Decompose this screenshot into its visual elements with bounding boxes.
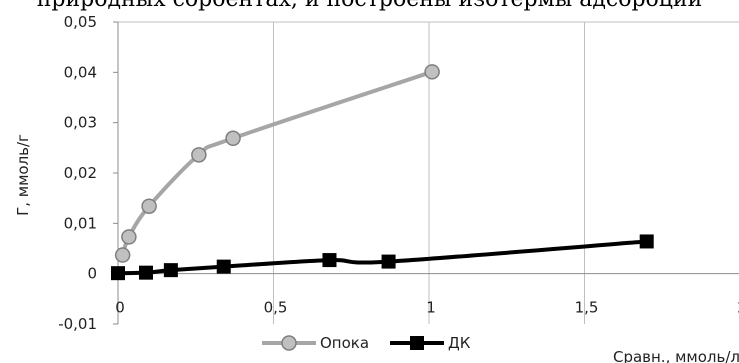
data-point-0-1	[121, 229, 137, 245]
legend: Опока ДК	[262, 334, 471, 352]
legend-marker-1	[410, 336, 424, 350]
x-tick-labels: 0 0,5 1 1,5 2	[115, 299, 739, 317]
x-tick-label-0: 0	[115, 299, 125, 317]
data-point-0-4	[225, 130, 241, 147]
data-point-1-4	[322, 253, 337, 268]
legend-entry-0: Опока	[262, 334, 369, 352]
y-axis-title: Г, ммоль/г	[14, 134, 32, 216]
legend-entry-1: ДК	[390, 334, 471, 352]
y-tick-label-0: -0,01	[58, 315, 97, 333]
header-text: природных сорбентах, и построены изотерм…	[0, 0, 739, 12]
y-tick-labels: -0,01 0 0,01 0,02 0,03 0,04 0,05	[58, 13, 97, 333]
data-point-1-6	[639, 234, 654, 249]
data-point-0-5	[424, 64, 440, 80]
legend-label-0: Опока	[320, 334, 369, 352]
x-axis-title: Сравн., ммоль/л	[613, 348, 739, 363]
y-tick-label-3: 0,02	[64, 164, 97, 182]
y-tick-label-6: 0,05	[64, 13, 97, 31]
series-markers	[111, 64, 654, 281]
x-tick-label-2: 1	[426, 299, 436, 317]
data-point-1-2	[163, 263, 178, 278]
data-point-1-5	[381, 254, 396, 269]
legend-label-1: ДК	[448, 334, 471, 352]
data-point-1-1	[138, 265, 153, 280]
series-line-0	[120, 69, 433, 256]
series-lines	[117, 69, 647, 276]
data-point-0-0	[114, 247, 131, 263]
data-point-0-2	[141, 198, 157, 214]
vertical-gridlines	[113, 21, 739, 325]
x-tick-label-4: 2	[737, 299, 739, 317]
y-tick-label-4: 0,03	[64, 114, 97, 132]
data-point-1-0	[111, 266, 125, 281]
legend-marker-0	[281, 335, 297, 351]
y-tick-label-5: 0,04	[64, 63, 97, 81]
data-point-0-3	[191, 147, 207, 163]
data-point-1-3	[216, 259, 231, 274]
x-tick-label-1: 0,5	[264, 299, 288, 317]
y-tick-label-1: 0	[87, 265, 97, 283]
y-tick-label-2: 0,01	[64, 214, 97, 232]
x-tick-label-3: 1,5	[575, 299, 599, 317]
